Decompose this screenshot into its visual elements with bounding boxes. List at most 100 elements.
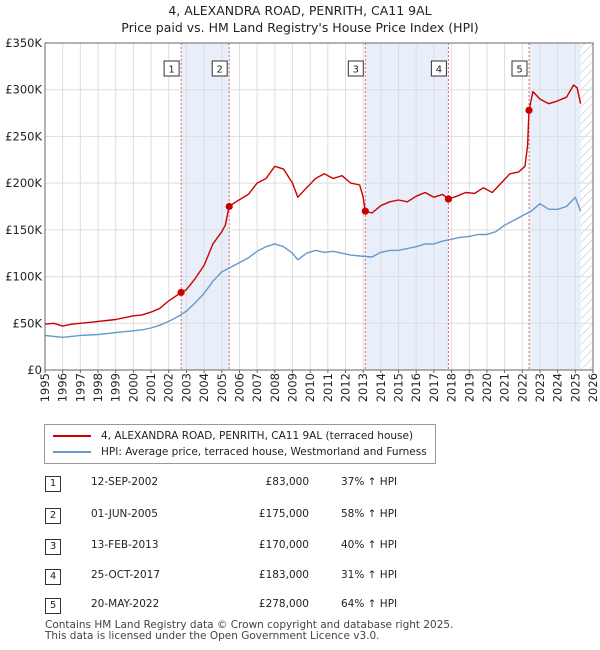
transaction-date: 25-OCT-2017: [91, 569, 160, 581]
transaction-label-box: [430, 60, 447, 77]
legend-label-property: 4, ALEXANDRA ROAD, PENRITH, CA11 9AL (te…: [101, 430, 414, 442]
forecast-hatch: [580, 43, 593, 370]
plot-area: [45, 43, 593, 370]
plot-frame: [44, 42, 594, 371]
x-tick-label: 2014: [374, 373, 388, 402]
table-row: 5 20-MAY-2022 £278,000 64% ↑ HPI: [45, 598, 545, 614]
footer-licence: This data is licensed under the Open Gov…: [45, 630, 380, 642]
chart-title-line2: Price paid vs. HM Land Registry's House …: [121, 20, 479, 35]
y-tick-label: £150K: [5, 223, 42, 237]
x-tick-label: 2013: [356, 373, 370, 402]
x-tick-label: 1996: [56, 373, 70, 402]
x-tick-label: 1997: [73, 373, 87, 402]
table-row: 1 12-SEP-2002 £83,000 37% ↑ HPI: [45, 476, 545, 492]
x-tick-label: 2025: [568, 373, 582, 402]
x-tick-label: 2024: [551, 373, 565, 402]
y-tick-label: £300K: [5, 83, 42, 97]
transaction-point: [525, 106, 533, 114]
x-tick-label: 1998: [91, 373, 105, 402]
x-tick-label: 2006: [232, 373, 246, 402]
y-tick-label: £50K: [13, 316, 43, 330]
x-tick-label: 2016: [409, 373, 423, 402]
transaction-label-box: [347, 60, 364, 77]
transaction-point: [177, 288, 185, 297]
y-tick-label: £350K: [5, 36, 42, 50]
series-line: [44, 84, 582, 327]
x-tick-label: 2005: [215, 373, 229, 402]
transaction-hpi-change: 40% ↑ HPI: [341, 539, 398, 551]
transaction-number-badge: 1: [45, 476, 61, 492]
chart-title-line1: 4, ALEXANDRA ROAD, PENRITH, CA11 9AL: [168, 3, 432, 18]
x-tick-label: 2009: [285, 373, 299, 402]
x-tick-label: 2023: [533, 373, 547, 402]
x-tick-label: 2018: [445, 373, 459, 402]
transaction-hpi-change: 64% ↑ HPI: [341, 598, 398, 610]
transaction-hpi-change: 58% ↑ HPI: [341, 508, 398, 520]
legend-swatch-hpi: [53, 451, 91, 453]
x-tick-label: 2002: [162, 373, 176, 402]
transaction-price: £183,000: [258, 569, 309, 581]
x-tick-label: 2026: [586, 373, 600, 402]
x-tick-label: 2012: [339, 373, 353, 402]
transaction-hpi-change: 31% ↑ HPI: [341, 569, 398, 581]
x-tick-label: 2017: [427, 373, 441, 402]
table-row: 2 01-JUN-2005 £175,000 58% ↑ HPI: [45, 508, 545, 524]
x-tick-label: 2019: [462, 373, 476, 402]
x-tick-label: 2020: [480, 373, 494, 402]
transaction-label-box: [511, 60, 528, 77]
transaction-hpi-change: 37% ↑ HPI: [341, 476, 398, 488]
transaction-date: 20-MAY-2022: [91, 598, 160, 610]
series-line: [44, 196, 582, 338]
legend-item-hpi: HPI: Average price, terraced house, West…: [53, 445, 427, 459]
transaction-point: [361, 207, 369, 215]
y-tick-label: £250K: [5, 129, 42, 143]
legend-swatch-property: [53, 435, 91, 437]
x-tick-label: 2003: [179, 373, 193, 402]
transaction-number-badge: 5: [45, 598, 61, 614]
transaction-label: 4: [436, 65, 442, 76]
x-tick-label: 1995: [38, 373, 52, 402]
legend-label-hpi: HPI: Average price, terraced house, West…: [101, 446, 427, 458]
transaction-label: 5: [516, 65, 522, 76]
transaction-label-box: [211, 60, 228, 77]
transaction-number-badge: 2: [45, 508, 61, 524]
footer-copyright: Contains HM Land Registry data © Crown c…: [45, 619, 454, 631]
transaction-price: £83,000: [265, 476, 309, 488]
transaction-label: 2: [217, 65, 223, 76]
transaction-price: £170,000: [258, 539, 309, 551]
y-tick-label: £200K: [5, 176, 42, 190]
transaction-date: 12-SEP-2002: [91, 476, 159, 488]
price-chart: 1 2 3 4 5 £0 £50K £100K £150K £200K £250K £300K £350…: [5, 36, 600, 402]
transaction-date: 01-JUN-2005: [91, 508, 158, 520]
x-tick-label: 2022: [515, 373, 529, 402]
x-tick-label: 1999: [109, 373, 123, 402]
transaction-point: [225, 202, 233, 211]
transaction-price: £175,000: [258, 508, 309, 520]
transaction-price: £278,000: [258, 598, 309, 610]
x-tick-label: 2011: [321, 373, 335, 402]
x-tick-label: 2015: [392, 373, 406, 402]
ownership-band: [365, 43, 449, 370]
table-row: 3 13-FEB-2013 £170,000 40% ↑ HPI: [45, 539, 545, 555]
attribution-footer: Contains HM Land Registry data © Crown c…: [45, 620, 453, 642]
chart-legend: 4, ALEXANDRA ROAD, PENRITH, CA11 9AL (te…: [44, 424, 436, 464]
x-tick-label: 2000: [126, 373, 140, 402]
x-tick-label: 2007: [250, 373, 264, 402]
x-tick-label: 2001: [144, 373, 158, 402]
x-tick-label: 2008: [268, 373, 282, 402]
y-tick-label: £100K: [5, 270, 42, 284]
x-tick-label: 2004: [197, 373, 211, 402]
transaction-number-badge: 3: [45, 539, 61, 555]
x-tick-label: 2010: [303, 373, 317, 402]
x-tick-label: 2021: [498, 373, 512, 402]
transaction-number-badge: 4: [45, 569, 61, 585]
y-tick-label: £0: [27, 363, 42, 377]
transaction-date: 13-FEB-2013: [91, 539, 159, 551]
transaction-label-box: [163, 60, 180, 77]
legend-item-property: 4, ALEXANDRA ROAD, PENRITH, CA11 9AL (te…: [53, 429, 413, 443]
transaction-label: 3: [353, 65, 359, 76]
table-row: 4 25-OCT-2017 £183,000 31% ↑ HPI: [45, 569, 545, 585]
ownership-band: [181, 43, 230, 370]
transaction-label: 1: [168, 65, 174, 76]
transaction-point: [444, 195, 452, 203]
